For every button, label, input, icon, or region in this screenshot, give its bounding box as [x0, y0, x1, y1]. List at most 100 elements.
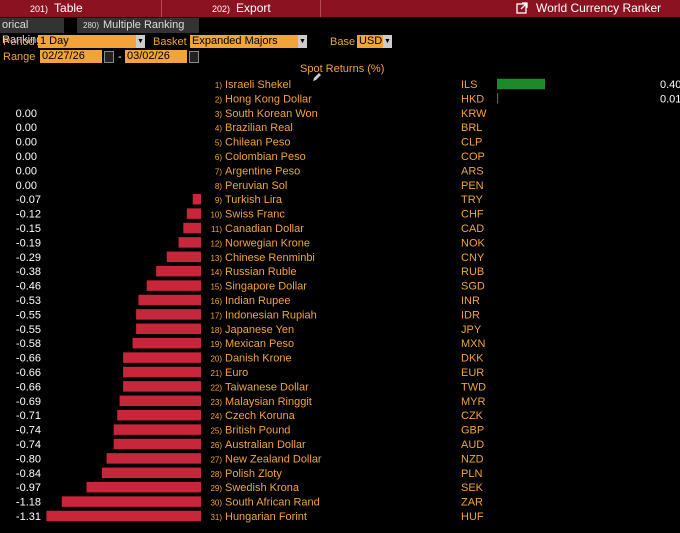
value-label: 0.00: [16, 108, 37, 120]
bar-negative: [186, 208, 201, 219]
value-label: -0.66: [16, 353, 41, 365]
basket-dropdown-icon[interactable]: ▼: [298, 35, 307, 48]
currency-name-label: Chilean Peso: [225, 137, 290, 149]
currency-name-label: South Korean Won: [225, 108, 318, 120]
bar-negative: [86, 481, 201, 493]
currency-code-label: ILS: [461, 79, 478, 91]
currency-name-label: Japanese Yen: [225, 324, 294, 336]
edit-pencil-icon[interactable]: [312, 72, 322, 82]
value-label: 0.00: [16, 165, 37, 177]
export-button[interactable]: 202) Export: [212, 0, 271, 17]
currency-code-label: ARS: [461, 165, 484, 177]
tab-historical-ranking-label: orical Ranking: [2, 19, 43, 46]
range-end-field[interactable]: 03/02/26: [125, 50, 187, 63]
currency-code-label: CHF: [461, 209, 484, 221]
currency-name-label: Singapore Dollar: [225, 281, 307, 293]
value-label: -0.69: [16, 396, 41, 408]
window-title: World Currency Ranker: [516, 0, 661, 17]
rank-label: 27): [210, 455, 222, 464]
window-title-text: World Currency Ranker: [536, 1, 662, 15]
value-label: -1.18: [16, 497, 41, 509]
value-label: -0.07: [16, 194, 41, 206]
period-dropdown-icon[interactable]: ▼: [136, 35, 145, 48]
rank-label: 5): [215, 139, 222, 148]
bar-negative: [123, 366, 201, 378]
value-label: -0.74: [16, 425, 41, 437]
rank-label: 20): [210, 355, 222, 364]
rank-label: 26): [210, 441, 222, 450]
rank-label: 4): [215, 124, 222, 133]
calendar-icon[interactable]: [189, 51, 199, 63]
currency-code-label: PLN: [461, 468, 482, 480]
value-label: -0.58: [16, 338, 41, 350]
bar-negative: [146, 280, 201, 291]
currency-name-label: Australian Dollar: [225, 439, 306, 451]
currency-code-label: EUR: [461, 367, 484, 379]
currency-name-label: Indonesian Rupiah: [225, 309, 317, 321]
currency-code-label: MYR: [461, 396, 486, 408]
value-label: -0.71: [16, 410, 41, 422]
bar-negative: [117, 409, 201, 421]
table-button-label: Table: [54, 1, 83, 15]
value-label: -0.66: [16, 367, 41, 379]
currency-name-label: Taiwanese Dollar: [225, 381, 309, 393]
chart-title: Spot Returns (%): [300, 63, 385, 75]
basket-select[interactable]: Expanded Majors: [190, 35, 298, 48]
currency-code-label: DKK: [461, 353, 484, 365]
currency-code-label: COP: [461, 151, 485, 163]
bar-negative: [119, 395, 201, 407]
currency-code-label: INR: [461, 295, 480, 307]
table-button[interactable]: 201) Table: [30, 0, 83, 17]
controls-row-range: Range 02/27/26 - 03/02/26: [0, 50, 680, 64]
currency-name-label: South African Rand: [225, 497, 320, 509]
currency-name-label: Czech Koruna: [225, 410, 296, 422]
range-separator: -: [118, 51, 122, 63]
value-label: -0.38: [16, 266, 41, 278]
export-button-number: 202): [212, 4, 231, 14]
currency-code-label: TWD: [461, 381, 486, 393]
rank-label: 3): [215, 110, 222, 119]
toolbar-divider: [161, 0, 162, 17]
currency-name-label: Polish Zloty: [225, 468, 282, 480]
bar-negative: [123, 352, 201, 363]
base-dropdown-icon[interactable]: ▼: [383, 35, 392, 48]
base-select[interactable]: USD: [357, 35, 383, 48]
bar-negative: [166, 251, 201, 263]
currency-name-label: Hungarian Forint: [225, 511, 307, 523]
rank-label: 10): [210, 211, 222, 220]
currency-name-label: British Pound: [225, 425, 290, 437]
bar-negative: [138, 294, 201, 306]
period-select[interactable]: 1 Day: [38, 35, 136, 48]
rank-label: 29): [210, 484, 222, 493]
bar-negative: [136, 309, 201, 320]
currency-name-label: Israeli Shekel: [225, 79, 291, 91]
value-label: -0.19: [16, 237, 41, 249]
basket-label: Basket: [153, 36, 187, 48]
bar-negative: [61, 496, 202, 507]
currency-code-label: SGD: [461, 281, 485, 293]
launch-icon[interactable]: [516, 2, 528, 14]
tab-strip: orical Ranking 280) Multiple Ranking: [0, 18, 680, 46]
range-start-field[interactable]: 02/27/26: [40, 50, 102, 63]
currency-name-label: Canadian Dollar: [225, 223, 304, 235]
currency-name-label: Mexican Peso: [225, 338, 294, 350]
calendar-icon[interactable]: [104, 51, 114, 63]
tab-multiple-ranking[interactable]: 280) Multiple Ranking: [77, 18, 199, 33]
rank-label: 14): [210, 268, 222, 277]
currency-code-label: CLP: [461, 137, 482, 149]
tab-historical-ranking[interactable]: orical Ranking: [0, 18, 64, 46]
rank-label: 30): [210, 499, 222, 508]
currency-code-label: HUF: [461, 511, 484, 523]
bar-negative: [113, 438, 201, 450]
bar-negative: [178, 237, 201, 248]
bar-negative: [136, 323, 201, 335]
value-label: -0.55: [16, 324, 41, 336]
currency-code-label: PEN: [461, 180, 484, 192]
currency-name-label: Euro: [225, 367, 248, 379]
value-label: 0.00: [16, 137, 37, 149]
value-label: -1.31: [16, 511, 41, 523]
rank-label: 15): [210, 283, 222, 292]
value-label: -0.29: [16, 252, 41, 264]
bar-positive: [497, 78, 545, 90]
